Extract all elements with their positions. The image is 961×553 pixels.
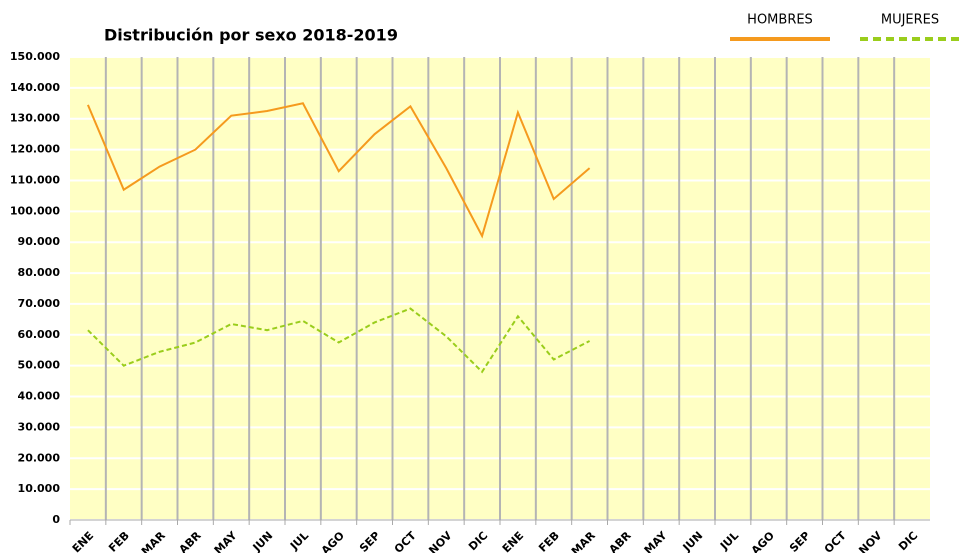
x-tick-label: SEP: [787, 529, 813, 553]
x-tick-label: FEB: [536, 529, 562, 553]
legend-label: MUJERES: [881, 13, 939, 28]
y-tick-label: 50.000: [18, 359, 61, 372]
y-tick-label: 40.000: [18, 390, 61, 403]
x-tick-label: FEB: [106, 529, 132, 553]
y-tick-label: 100.000: [10, 204, 60, 217]
x-tick-label: AGO: [319, 529, 347, 553]
x-tick-label: OCT: [392, 529, 419, 553]
y-tick-label: 130.000: [10, 112, 60, 125]
y-tick-label: 30.000: [18, 420, 61, 433]
y-tick-label: 20.000: [18, 451, 61, 464]
x-tick-label: JUN: [250, 529, 276, 553]
x-tick-label: JUL: [287, 529, 311, 553]
y-tick-label: 10.000: [18, 482, 61, 495]
x-tick-label: MAR: [139, 529, 168, 553]
y-tick-label: 150.000: [10, 50, 60, 63]
series-line: [87, 307, 591, 374]
x-tick-label: ABR: [607, 529, 635, 553]
x-tick-label: AGO: [749, 529, 777, 553]
x-tick-label: JUL: [717, 529, 741, 553]
y-tick-label: 110.000: [10, 173, 60, 186]
chart-title: Distribución por sexo 2018-2019: [104, 26, 398, 45]
y-tick-label: 0: [52, 513, 60, 526]
y-tick-label: 60.000: [18, 328, 61, 341]
x-tick-label: MAR: [569, 529, 598, 553]
x-tick-label: ENE: [500, 529, 526, 553]
series-line: [86, 102, 591, 239]
x-tick-label: OCT: [822, 529, 849, 553]
y-tick-label: 70.000: [18, 297, 61, 310]
x-tick-label: DIC: [896, 529, 920, 553]
x-tick-label: DIC: [466, 529, 490, 553]
x-tick-label: JUN: [680, 529, 706, 553]
x-tick-label: SEP: [357, 529, 383, 553]
x-tick-label: MAY: [642, 528, 671, 553]
x-tick-label: ENE: [70, 529, 96, 553]
legend-label: HOMBRES: [747, 13, 813, 28]
x-tick-label: NOV: [856, 529, 884, 553]
x-tick-label: MAY: [212, 528, 241, 553]
x-tick-label: NOV: [426, 529, 454, 553]
y-tick-label: 90.000: [18, 235, 61, 248]
y-tick-label: 140.000: [10, 81, 60, 94]
x-tick-label: ABR: [177, 529, 205, 553]
y-tick-label: 120.000: [10, 143, 60, 156]
y-tick-label: 80.000: [18, 266, 61, 279]
